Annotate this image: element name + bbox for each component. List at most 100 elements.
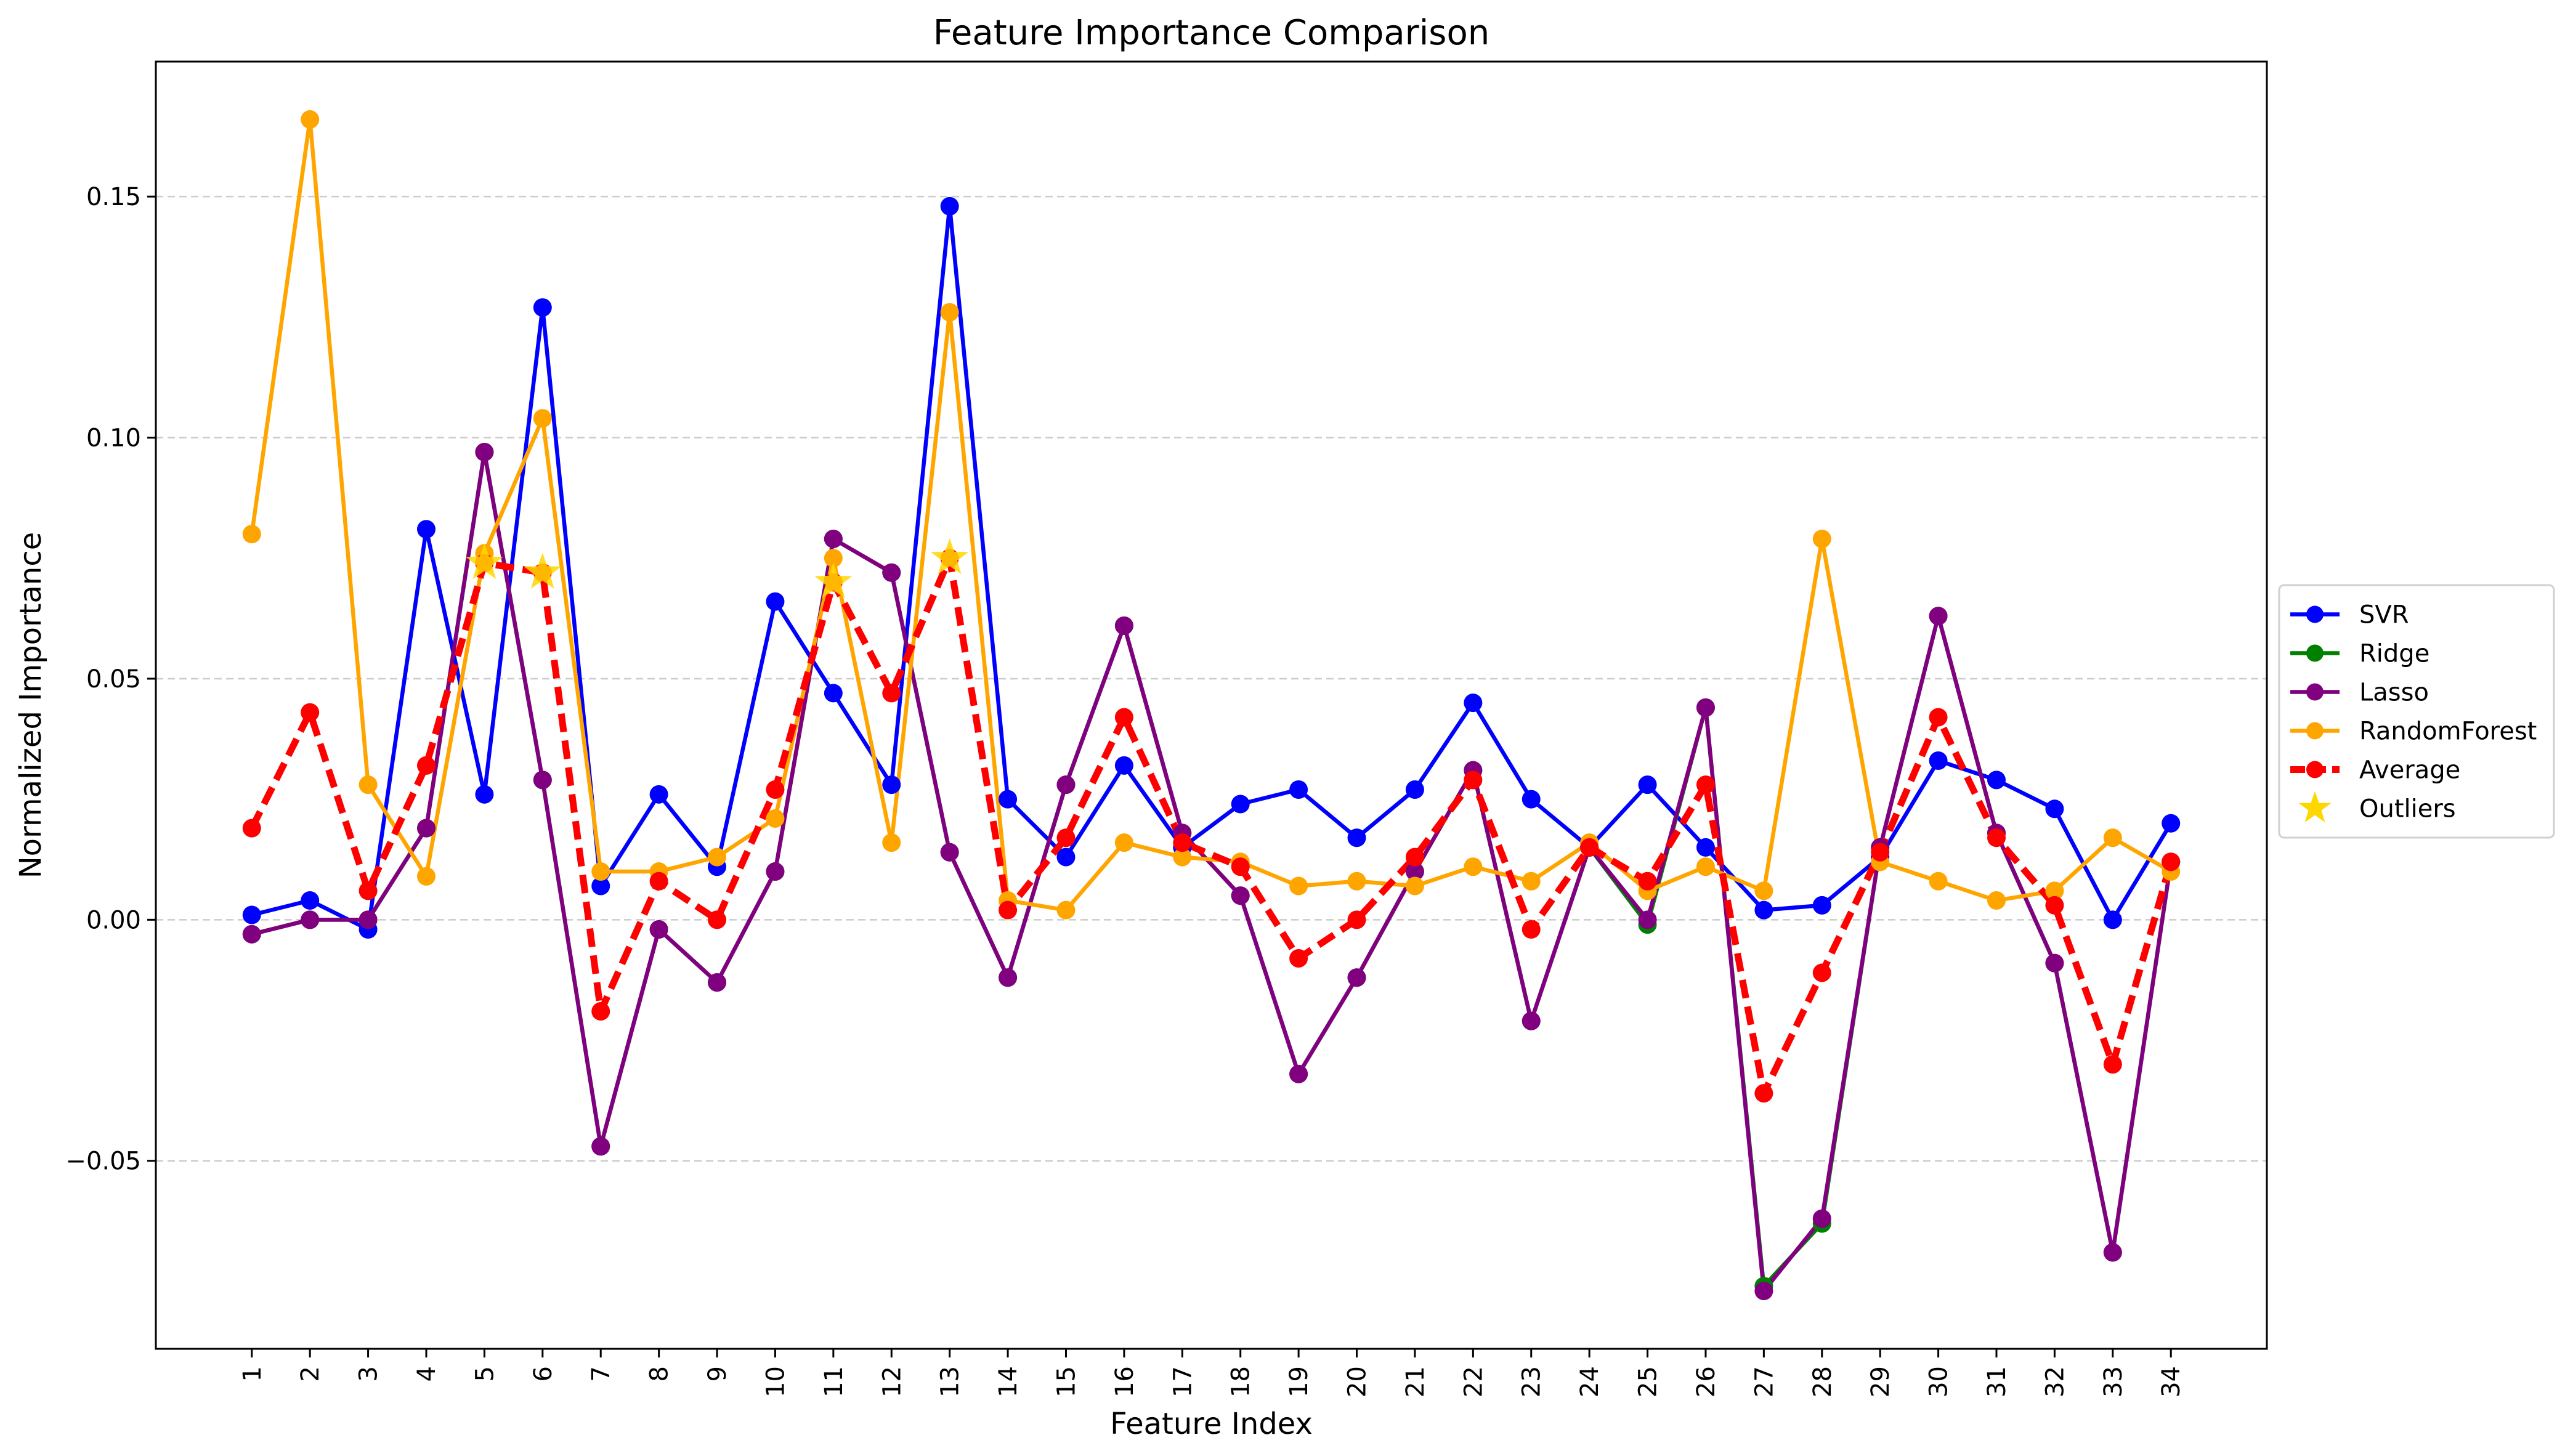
legend-swatch-marker-svr bbox=[2306, 605, 2324, 623]
data-point-average bbox=[882, 684, 901, 703]
x-tick-label: 25 bbox=[1634, 1366, 1663, 1397]
data-point-svr bbox=[1638, 775, 1657, 795]
data-point-randomforest bbox=[1812, 529, 1831, 548]
data-point-average bbox=[1638, 872, 1657, 891]
data-point-lasso bbox=[475, 443, 494, 462]
outlier-star bbox=[524, 552, 562, 589]
data-point-randomforest bbox=[1754, 881, 1773, 900]
data-point-lasso bbox=[1231, 886, 1250, 905]
data-point-svr bbox=[1987, 770, 2006, 790]
data-point-svr bbox=[301, 891, 320, 910]
data-point-svr bbox=[882, 775, 901, 795]
data-point-average bbox=[1871, 843, 1890, 862]
data-point-lasso bbox=[1812, 1209, 1831, 1228]
data-point-average bbox=[999, 900, 1018, 920]
x-tick-label: 11 bbox=[820, 1366, 848, 1397]
x-tick-label: 13 bbox=[936, 1366, 965, 1397]
data-point-average bbox=[1405, 847, 1424, 867]
chart-title: Feature Importance Comparison bbox=[933, 13, 1489, 53]
data-point-svr bbox=[1754, 900, 1773, 920]
x-tick-label: 34 bbox=[2157, 1366, 2186, 1397]
y-axis-label: Normalized Importance bbox=[14, 532, 48, 879]
data-point-average bbox=[591, 1002, 610, 1021]
legend-label-lasso: Lasso bbox=[2359, 679, 2429, 707]
data-point-svr bbox=[416, 520, 436, 539]
data-point-average bbox=[1289, 948, 1308, 968]
data-point-average bbox=[1114, 708, 1133, 727]
x-tick-label: 12 bbox=[878, 1366, 906, 1397]
data-point-randomforest bbox=[766, 809, 785, 828]
legend-label-randomforest: RandomForest bbox=[2359, 718, 2537, 746]
data-point-svr bbox=[940, 196, 959, 216]
data-point-randomforest bbox=[533, 409, 552, 428]
data-point-randomforest bbox=[1696, 857, 1715, 876]
data-point-lasso bbox=[1929, 607, 1948, 626]
data-point-randomforest bbox=[824, 549, 843, 568]
data-point-lasso bbox=[242, 924, 261, 944]
data-point-svr bbox=[1929, 751, 1948, 770]
y-tick-label: 0.10 bbox=[86, 424, 141, 453]
x-tick-label: 6 bbox=[529, 1366, 557, 1381]
legend-swatch-marker-randomforest bbox=[2306, 722, 2324, 740]
data-point-svr bbox=[1696, 838, 1715, 857]
legend-label-svr: SVR bbox=[2359, 601, 2409, 629]
data-point-lasso bbox=[1522, 1011, 1541, 1030]
y-axis-ticks: −0.05 0.00 0.05 0.10 0.15 bbox=[65, 183, 156, 1176]
data-point-randomforest bbox=[416, 867, 436, 886]
data-point-lasso bbox=[1696, 698, 1715, 717]
data-point-lasso bbox=[359, 910, 378, 929]
legend-swatch-marker-lasso bbox=[2306, 683, 2324, 701]
data-point-randomforest bbox=[940, 303, 959, 322]
data-point-lasso bbox=[1347, 968, 1366, 987]
data-point-svr bbox=[999, 790, 1018, 809]
data-point-randomforest bbox=[591, 862, 610, 881]
data-point-average bbox=[649, 872, 668, 891]
series-line-lasso bbox=[251, 450, 2173, 1293]
x-tick-label: 29 bbox=[1866, 1366, 1895, 1397]
x-tick-label: 27 bbox=[1750, 1366, 1778, 1397]
legend-swatch-outliers bbox=[2298, 791, 2332, 823]
data-point-lasso bbox=[1056, 775, 1076, 795]
data-point-randomforest bbox=[2103, 828, 2122, 847]
data-point-svr bbox=[1464, 694, 1483, 713]
data-point-svr bbox=[1114, 756, 1133, 775]
data-point-average bbox=[766, 780, 785, 799]
x-tick-label: 20 bbox=[1343, 1366, 1372, 1397]
data-point-lasso bbox=[882, 563, 901, 582]
series-markers-svr bbox=[242, 196, 2181, 939]
data-point-lasso bbox=[591, 1137, 610, 1156]
x-tick-label: 3 bbox=[355, 1366, 383, 1381]
series-line-randomforest bbox=[249, 117, 2172, 912]
x-tick-label: 14 bbox=[994, 1366, 1023, 1397]
x-tick-label: 5 bbox=[471, 1366, 499, 1381]
x-axis-label: Feature Index bbox=[1110, 1407, 1313, 1441]
data-point-average bbox=[1173, 833, 1192, 852]
data-point-randomforest bbox=[1114, 833, 1133, 852]
data-point-svr bbox=[649, 785, 668, 804]
x-tick-label: 18 bbox=[1227, 1366, 1255, 1397]
outlier-star bbox=[814, 562, 853, 599]
data-point-svr bbox=[824, 684, 843, 703]
x-tick-label: 10 bbox=[761, 1366, 790, 1397]
data-point-svr bbox=[2103, 910, 2122, 929]
data-point-svr bbox=[1056, 847, 1076, 867]
data-point-randomforest bbox=[708, 847, 727, 867]
legend-swatch-marker-average bbox=[2306, 761, 2324, 779]
data-point-svr bbox=[2045, 799, 2064, 819]
data-point-average bbox=[1987, 828, 2006, 847]
data-point-lasso bbox=[1289, 1064, 1308, 1083]
data-point-svr bbox=[533, 298, 552, 317]
data-point-average bbox=[1056, 828, 1076, 847]
data-point-average bbox=[1696, 775, 1715, 795]
data-point-average bbox=[2103, 1055, 2122, 1074]
data-point-average bbox=[359, 881, 378, 900]
data-point-lasso bbox=[533, 770, 552, 790]
data-point-randomforest bbox=[301, 110, 320, 129]
data-point-lasso bbox=[708, 973, 727, 992]
y-tick-label: 0.00 bbox=[86, 906, 141, 934]
x-tick-label: 21 bbox=[1401, 1366, 1430, 1397]
data-point-svr bbox=[591, 876, 610, 896]
data-point-lasso bbox=[940, 843, 959, 862]
data-point-randomforest bbox=[882, 833, 901, 852]
